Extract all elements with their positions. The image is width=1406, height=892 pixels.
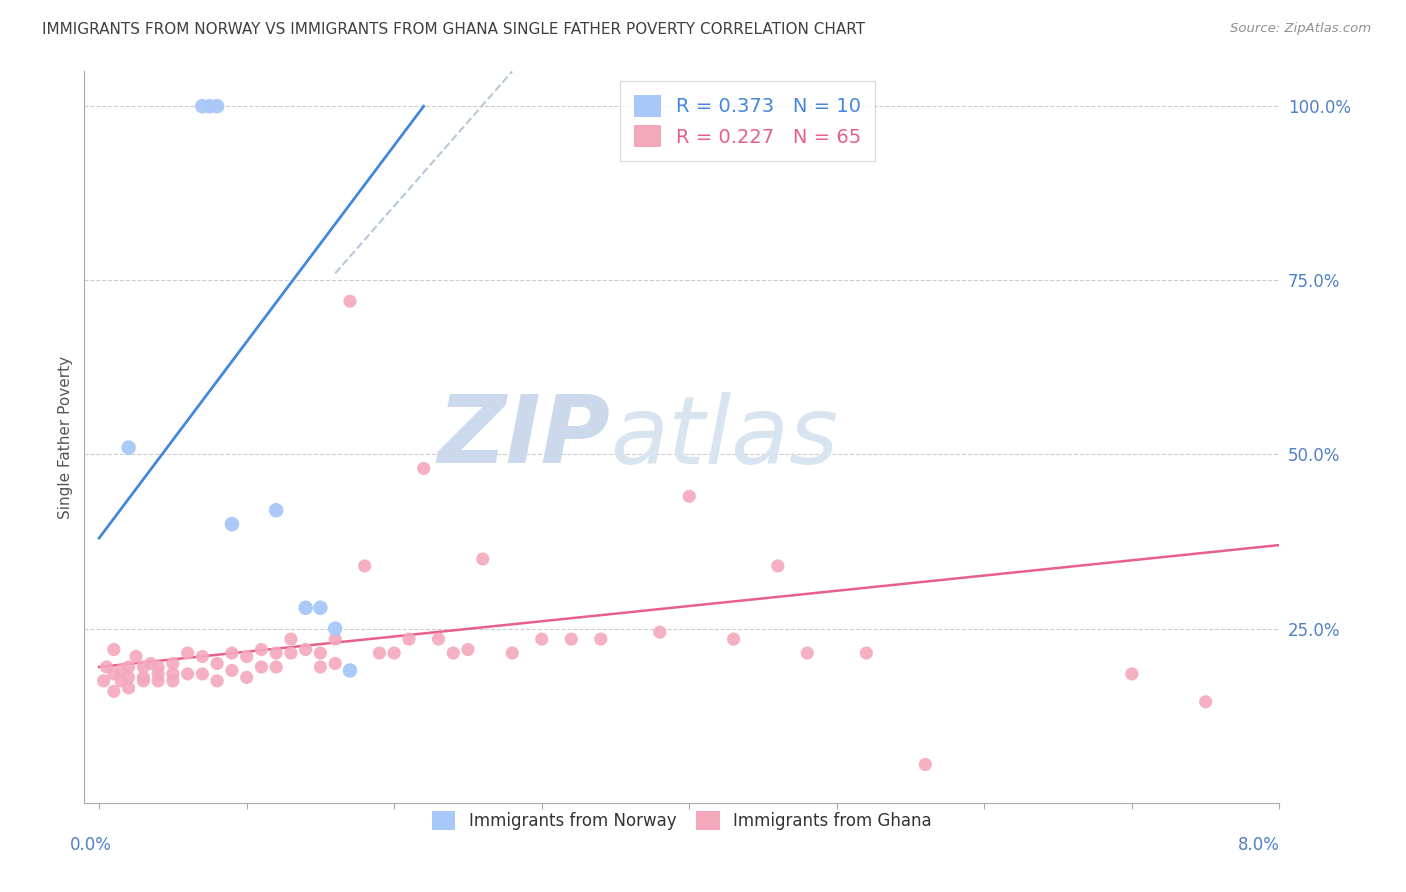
Text: Source: ZipAtlas.com: Source: ZipAtlas.com [1230,22,1371,36]
Point [1121,667,1143,681]
Point [766,558,789,573]
Point [146,673,169,688]
Point [441,646,464,660]
Point [139,657,162,671]
Point [501,646,523,660]
Point [250,642,273,657]
Point [191,99,214,113]
Point [264,503,287,517]
Point [323,657,346,671]
Point [93,673,115,688]
Point [323,622,346,636]
Point [1195,695,1218,709]
Point [103,684,125,698]
Point [176,646,198,660]
Point [235,649,257,664]
Point [368,646,391,660]
Point [132,670,155,684]
Point [648,625,671,640]
Point [280,646,302,660]
Point [560,632,582,646]
Point [205,657,228,671]
Point [309,660,332,674]
Point [221,664,243,678]
Point [457,642,479,657]
Point [146,667,169,681]
Point [110,664,132,678]
Point [382,646,405,660]
Text: atlas: atlas [610,392,838,483]
Point [132,673,155,688]
Point [796,646,818,660]
Point [176,667,198,681]
Text: 8.0%: 8.0% [1237,836,1279,854]
Point [96,660,118,674]
Point [294,600,316,615]
Point [398,632,420,646]
Point [162,657,184,671]
Point [589,632,612,646]
Point [162,667,184,681]
Point [198,99,221,113]
Point [205,673,228,688]
Point [339,664,361,678]
Point [221,646,243,660]
Point [471,552,494,566]
Point [678,489,700,503]
Point [191,649,214,664]
Point [309,600,332,615]
Point [125,649,148,664]
Point [132,660,155,674]
Text: ZIP: ZIP [437,391,610,483]
Point [117,670,139,684]
Point [162,673,184,688]
Point [323,632,346,646]
Point [723,632,745,646]
Point [339,294,361,309]
Point [103,667,125,681]
Legend: Immigrants from Norway, Immigrants from Ghana: Immigrants from Norway, Immigrants from … [423,803,941,838]
Point [191,667,214,681]
Point [294,642,316,657]
Point [117,681,139,695]
Text: IMMIGRANTS FROM NORWAY VS IMMIGRANTS FROM GHANA SINGLE FATHER POVERTY CORRELATIO: IMMIGRANTS FROM NORWAY VS IMMIGRANTS FRO… [42,22,865,37]
Point [146,660,169,674]
Point [412,461,434,475]
Text: 0.0%: 0.0% [70,836,111,854]
Point [103,642,125,657]
Point [855,646,877,660]
Point [264,646,287,660]
Point [914,757,936,772]
Point [264,660,287,674]
Point [117,660,139,674]
Point [235,670,257,684]
Point [110,673,132,688]
Point [353,558,375,573]
Y-axis label: Single Father Poverty: Single Father Poverty [58,356,73,518]
Point [117,441,139,455]
Point [427,632,450,646]
Point [221,517,243,532]
Point [205,99,228,113]
Point [309,646,332,660]
Point [530,632,553,646]
Point [280,632,302,646]
Point [250,660,273,674]
